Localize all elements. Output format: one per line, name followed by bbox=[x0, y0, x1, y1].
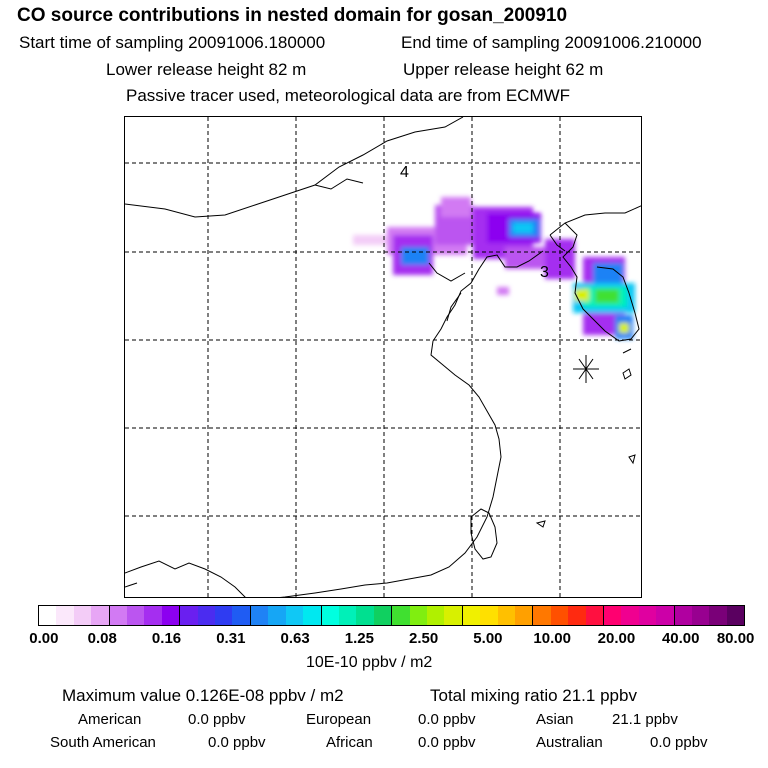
colorbar-segment bbox=[250, 606, 269, 625]
colorbar-segment bbox=[426, 606, 445, 625]
colorbar-segment bbox=[356, 606, 374, 625]
colorbar-segment bbox=[73, 606, 92, 625]
region-label-3: 3 bbox=[540, 264, 549, 281]
colorbar-units: 10E-10 ppbv / m2 bbox=[306, 654, 433, 671]
colorbar-tick-label: 0.08 bbox=[87, 630, 117, 647]
colorbar-segment bbox=[144, 606, 162, 625]
tracer-note: Passive tracer used, meteorological data… bbox=[126, 86, 571, 105]
colorbar-segment bbox=[109, 606, 128, 625]
total-mixing-ratio: Total mixing ratio 21.1 ppbv bbox=[430, 686, 637, 705]
colorbar-segment bbox=[726, 606, 745, 625]
colorbar-segment bbox=[338, 606, 357, 625]
graticule bbox=[125, 117, 641, 597]
map-svg: 4 3 bbox=[125, 117, 641, 597]
colorbar-segment bbox=[462, 606, 481, 625]
colorbar-segment bbox=[709, 606, 727, 625]
asian-label: Asian bbox=[536, 711, 574, 728]
colorbar-segment bbox=[550, 606, 569, 625]
colorbar-tick-label: 0.00 bbox=[29, 630, 59, 647]
african-label: African bbox=[326, 734, 373, 751]
concentration-plume bbox=[353, 197, 635, 339]
maximum-value: Maximum value 0.126E-08 ppbv / m2 bbox=[62, 686, 344, 705]
colorbar-segment bbox=[56, 606, 74, 625]
colorbar-tick-label: 2.50 bbox=[409, 630, 439, 647]
colorbar-segment bbox=[480, 606, 498, 625]
colorbar-segment bbox=[497, 606, 515, 625]
south-american-label: South American bbox=[50, 734, 156, 751]
colorbar-segment bbox=[197, 606, 216, 625]
colorbar-segment bbox=[444, 606, 463, 625]
colorbar-segment bbox=[514, 606, 534, 625]
australian-value: 0.0 ppbv bbox=[650, 734, 708, 751]
colorbar-segment bbox=[180, 606, 198, 625]
colorbar-segment bbox=[303, 606, 322, 625]
start-time-label: Start time of sampling 20091006.180000 bbox=[19, 33, 326, 52]
colorbar-segment bbox=[373, 606, 393, 625]
colorbar-tick-label: 20.00 bbox=[597, 630, 636, 647]
colorbar-segment bbox=[638, 606, 657, 625]
colorbar-segment bbox=[568, 606, 586, 625]
american-label: American bbox=[78, 711, 142, 728]
map-panel: 4 3 bbox=[124, 116, 642, 598]
colorbar-segment bbox=[91, 606, 110, 625]
colorbar-segment bbox=[674, 606, 693, 625]
colorbar-segment bbox=[232, 606, 251, 625]
african-value: 0.0 ppbv bbox=[418, 734, 476, 751]
colorbar-segment bbox=[604, 606, 622, 625]
colorbar-tick-label: 0.63 bbox=[280, 630, 310, 647]
colorbar-tick-label: 5.00 bbox=[473, 630, 503, 647]
colorbar-segment bbox=[39, 606, 57, 625]
colorbar-tick-label: 40.00 bbox=[661, 630, 700, 647]
colorbar-segment bbox=[268, 606, 286, 625]
region-label-4: 4 bbox=[400, 164, 409, 181]
colorbar-segment bbox=[585, 606, 604, 625]
lower-release-height-label: Lower release height 82 m bbox=[106, 60, 307, 79]
european-value: 0.0 ppbv bbox=[418, 711, 476, 728]
end-time-label: End time of sampling 20091006.210000 bbox=[401, 33, 702, 52]
colorbar-segment bbox=[392, 606, 410, 625]
colorbar-tick-label: 0.16 bbox=[151, 630, 182, 647]
european-label: European bbox=[306, 711, 372, 728]
american-value: 0.0 ppbv bbox=[188, 711, 246, 728]
colorbar-segment bbox=[285, 606, 304, 625]
colorbar-segment bbox=[409, 606, 427, 625]
colorbar-segment bbox=[161, 606, 181, 625]
coastlines bbox=[125, 117, 641, 597]
colorbar-tick-label: 1.25 bbox=[344, 630, 374, 647]
upper-release-height-label: Upper release height 62 m bbox=[403, 60, 604, 79]
colorbar-tick-label: 80.00 bbox=[716, 630, 755, 647]
plot-title: CO source contributions in nested domain… bbox=[17, 5, 568, 26]
colorbar-segment bbox=[692, 606, 710, 625]
colorbar-segment bbox=[127, 606, 145, 625]
colorbar bbox=[38, 605, 745, 626]
colorbar-segment bbox=[656, 606, 675, 625]
receptor-asterisk-icon bbox=[573, 355, 599, 383]
south-american-value: 0.0 ppbv bbox=[208, 734, 266, 751]
asian-value: 21.1 ppbv bbox=[612, 711, 678, 728]
colorbar-tick-label: 10.00 bbox=[533, 630, 571, 647]
colorbar-segment bbox=[533, 606, 551, 625]
colorbar-segment bbox=[621, 606, 639, 625]
colorbar-segment bbox=[321, 606, 339, 625]
australian-label: Australian bbox=[536, 734, 603, 751]
colorbar-tick-label: 0.31 bbox=[216, 630, 246, 647]
colorbar-segment bbox=[215, 606, 233, 625]
